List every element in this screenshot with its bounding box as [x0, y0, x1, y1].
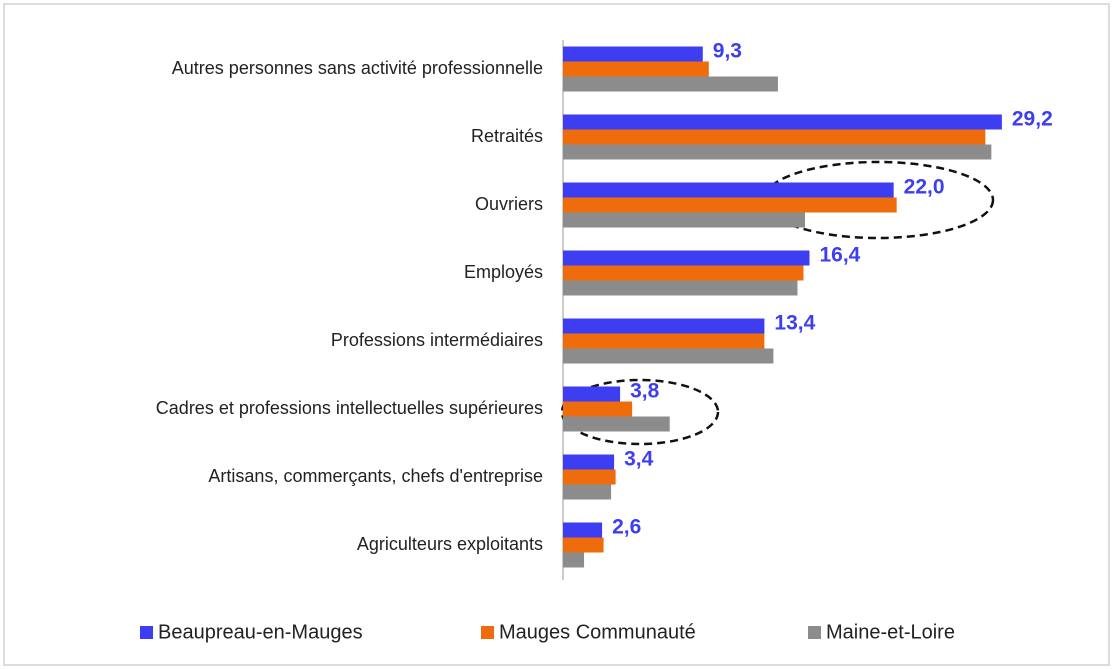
- bar: [563, 416, 670, 432]
- data-label: 9,3: [713, 40, 742, 63]
- legend-swatch: [808, 626, 821, 639]
- bar: [563, 454, 615, 470]
- bar: [563, 386, 621, 402]
- bar: [563, 318, 765, 334]
- bar: [563, 552, 585, 568]
- bar: [563, 401, 633, 417]
- bar: [563, 129, 986, 145]
- legend-swatch: [481, 626, 494, 639]
- category-label: Artisans, commerçants, chefs d'entrepris…: [208, 466, 543, 486]
- legend-swatch: [140, 626, 153, 639]
- category-label: Ouvriers: [475, 194, 543, 214]
- data-label: 3,4: [624, 448, 654, 471]
- bar: [563, 144, 992, 160]
- legend-label: Beaupreau-en-Mauges: [158, 621, 363, 643]
- chart-frame: [3, 3, 1110, 666]
- bar: [563, 61, 709, 77]
- legend-label: Maine-et-Loire: [826, 621, 955, 643]
- data-label: 16,4: [819, 244, 860, 267]
- bar: [563, 265, 804, 281]
- bar: [563, 348, 774, 364]
- category-label: Professions intermédiaires: [331, 330, 543, 350]
- bar: [563, 280, 798, 296]
- data-label: 2,6: [612, 516, 641, 539]
- bar: [563, 333, 765, 349]
- highlight-ellipse: [761, 160, 995, 240]
- bar: [563, 197, 897, 213]
- legend-label: Mauges Communauté: [499, 621, 696, 643]
- bar: [563, 46, 703, 62]
- bar: [563, 114, 1002, 130]
- data-label: 22,0: [904, 176, 945, 199]
- bar: [563, 250, 810, 266]
- bar: [563, 522, 603, 538]
- bar: [563, 484, 612, 500]
- bar: [563, 76, 778, 92]
- category-label: Autres personnes sans activité professio…: [172, 58, 543, 78]
- data-label: 3,8: [630, 380, 660, 403]
- bar: [563, 537, 604, 553]
- highlight-ellipse: [560, 378, 720, 446]
- bar: [563, 182, 894, 198]
- category-label: Employés: [464, 262, 543, 282]
- bar: [563, 469, 616, 485]
- category-label: Cadres et professions intellectuelles su…: [156, 398, 543, 418]
- category-label: Agriculteurs exploitants: [357, 534, 543, 554]
- bar: [563, 212, 805, 228]
- category-label: Retraités: [471, 126, 543, 146]
- data-label: 29,2: [1012, 108, 1053, 131]
- data-label: 13,4: [774, 312, 815, 335]
